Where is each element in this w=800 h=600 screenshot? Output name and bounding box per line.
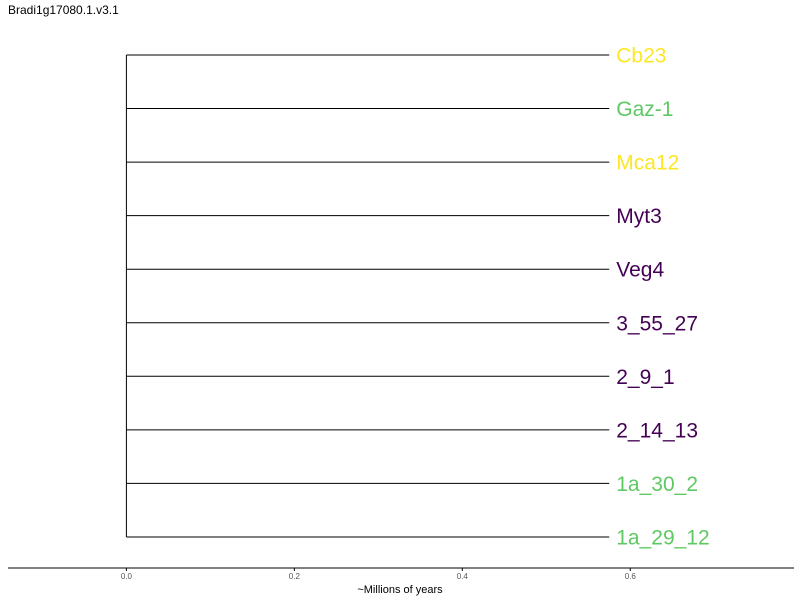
x-axis-ticks: 0.0 0.2 0.4 0.6 (121, 568, 637, 581)
x-tick-label: 0.0 (121, 572, 133, 581)
tip-label: 2_14_13 (616, 419, 698, 442)
tip-label: 2_9_1 (616, 366, 674, 389)
tip-label: Gaz-1 (616, 98, 673, 121)
tip-labels: Cb23 Gaz-1 Mca12 Myt3 Veg4 3_55_27 2_9_1 2_14_1… (616, 45, 709, 550)
x-tick-label: 0.4 (457, 572, 469, 581)
x-axis: 0.0 0.2 0.4 0.6 ~Millions of years (8, 567, 794, 596)
tree-title: Bradi1g17080.1.v3.1 (8, 3, 119, 17)
tip-label: Cb23 (616, 45, 666, 68)
x-tick-label: 0.2 (289, 572, 301, 581)
x-axis-label: ~Millions of years (357, 584, 443, 596)
tip-label: Myt3 (616, 205, 662, 228)
x-tick-label: 0.6 (625, 572, 637, 581)
tree-branches (125, 54, 610, 538)
tip-label: Mca12 (616, 152, 679, 175)
tip-label: 3_55_27 (616, 312, 698, 335)
tip-label: Veg4 (616, 259, 664, 282)
tip-label: 1a_30_2 (616, 473, 698, 496)
tip-label: 1a_29_12 (616, 526, 709, 549)
